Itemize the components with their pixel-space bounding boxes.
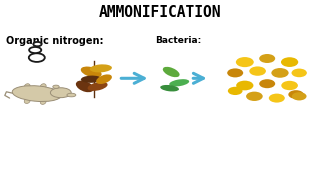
- Ellipse shape: [24, 98, 30, 104]
- Ellipse shape: [160, 85, 179, 91]
- Ellipse shape: [12, 86, 61, 102]
- Ellipse shape: [169, 79, 189, 86]
- Ellipse shape: [81, 76, 101, 83]
- Ellipse shape: [76, 81, 94, 92]
- Circle shape: [236, 81, 253, 90]
- Circle shape: [259, 79, 275, 88]
- Text: AMMONIFICATION: AMMONIFICATION: [99, 5, 221, 20]
- Text: Bacteria:: Bacteria:: [155, 36, 202, 45]
- Ellipse shape: [40, 99, 46, 104]
- Ellipse shape: [88, 82, 108, 91]
- Circle shape: [271, 68, 289, 78]
- Ellipse shape: [40, 84, 46, 89]
- Ellipse shape: [96, 74, 112, 84]
- Circle shape: [249, 66, 266, 76]
- Circle shape: [269, 94, 285, 103]
- Ellipse shape: [51, 88, 71, 98]
- Ellipse shape: [81, 67, 102, 77]
- Ellipse shape: [90, 64, 112, 73]
- Circle shape: [281, 81, 298, 90]
- Circle shape: [288, 90, 304, 99]
- Ellipse shape: [33, 42, 42, 46]
- Ellipse shape: [67, 93, 76, 97]
- Circle shape: [236, 57, 254, 67]
- Ellipse shape: [163, 67, 180, 77]
- Ellipse shape: [29, 53, 45, 62]
- Circle shape: [281, 57, 298, 67]
- Circle shape: [227, 68, 243, 77]
- Circle shape: [228, 87, 243, 95]
- Ellipse shape: [29, 47, 41, 53]
- Circle shape: [292, 92, 307, 100]
- Circle shape: [259, 54, 275, 63]
- Ellipse shape: [53, 85, 59, 88]
- Text: Organic nitrogen:: Organic nitrogen:: [6, 36, 104, 46]
- Circle shape: [246, 92, 263, 101]
- Ellipse shape: [24, 84, 30, 89]
- Circle shape: [292, 69, 307, 77]
